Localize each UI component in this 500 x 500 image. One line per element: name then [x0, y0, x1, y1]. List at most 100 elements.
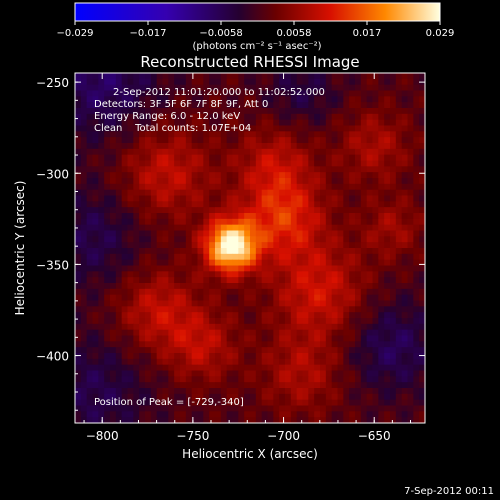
heatmap-cell: [150, 347, 158, 354]
heatmap-cell: [413, 131, 420, 138]
heatmap-cell: [244, 364, 251, 371]
heatmap-cell: [285, 154, 292, 161]
heatmap-cell: [384, 376, 391, 383]
heatmap-cell: [244, 230, 251, 237]
heatmap-cell: [220, 358, 228, 366]
heatmap-cell: [308, 183, 315, 191]
heatmap-cell: [395, 347, 403, 354]
heatmap-cell: [331, 189, 338, 196]
heatmap-cell: [261, 306, 268, 313]
heatmap-cell: [127, 405, 134, 412]
heatmap-cell: [92, 277, 99, 284]
heatmap-cell: [314, 376, 321, 383]
heatmap-cell: [238, 376, 245, 383]
heatmap-cell: [86, 108, 93, 115]
heatmap-cell: [290, 73, 298, 80]
heatmap-cell: [220, 207, 228, 214]
heatmap-cell: [238, 143, 245, 150]
heatmap-cell: [86, 183, 93, 191]
heatmap-cell: [325, 148, 333, 156]
heatmap-cell: [314, 312, 321, 319]
heatmap-cell: [115, 90, 123, 97]
heatmap-cell: [331, 230, 338, 237]
heatmap-cell: [261, 248, 268, 255]
heatmap-cell: [250, 207, 257, 214]
heatmap-cell: [110, 125, 117, 132]
heatmap-cell: [86, 393, 93, 401]
heatmap-cell: [355, 370, 362, 377]
heatmap-cell: [308, 160, 315, 167]
heatmap-cell: [413, 236, 420, 243]
heatmap-cell: [86, 294, 93, 301]
heatmap-cell: [133, 195, 140, 202]
heatmap-cell: [331, 242, 338, 249]
heatmap-cell: [133, 131, 140, 138]
heatmap-cell: [250, 283, 257, 290]
heatmap-cell: [390, 113, 397, 121]
heatmap-cell: [296, 119, 303, 126]
heatmap-cell: [127, 143, 134, 150]
heatmap-cell: [343, 172, 350, 179]
heatmap-cell: [290, 277, 298, 284]
heatmap-cell: [273, 183, 280, 191]
heatmap-cell: [302, 353, 309, 360]
heatmap-cell: [302, 178, 309, 185]
heatmap-cell: [156, 382, 163, 389]
heatmap-cell: [110, 160, 117, 167]
heatmap-cell: [156, 417, 163, 424]
heatmap-cell: [419, 154, 426, 161]
heatmap-cell: [413, 265, 420, 272]
heatmap-cell: [127, 300, 134, 307]
heatmap-cell: [331, 131, 338, 138]
heatmap-cell: [104, 148, 111, 156]
heatmap-cell: [127, 73, 134, 80]
heatmap-cell: [250, 178, 257, 185]
heatmap-cell: [255, 172, 263, 179]
heatmap-cell: [145, 102, 152, 109]
heatmap-cell: [343, 376, 350, 383]
heatmap-cell: [203, 78, 210, 86]
heatmap-cell: [139, 399, 146, 406]
heatmap-cell: [314, 183, 321, 191]
heatmap-cell: [314, 358, 321, 366]
heatmap-cell: [343, 207, 350, 214]
heatmap-cell: [395, 341, 403, 348]
heatmap-cell: [261, 154, 268, 161]
heatmap-cell: [320, 178, 327, 185]
heatmap-cell: [220, 154, 228, 161]
heatmap-cell: [355, 405, 362, 412]
heatmap-cell: [197, 399, 204, 406]
heatmap-cell: [325, 382, 333, 389]
heatmap-cell: [331, 84, 338, 91]
heatmap-cell: [314, 405, 321, 412]
heatmap-cell: [395, 393, 403, 401]
heatmap-cell: [162, 271, 169, 278]
heatmap-cell: [296, 271, 303, 278]
heatmap-cell: [168, 318, 175, 325]
heatmap-cell: [302, 96, 309, 103]
heatmap-cell: [255, 265, 263, 272]
heatmap-cell: [197, 102, 204, 109]
heatmap-cell: [279, 242, 286, 249]
heatmap-cell: [308, 318, 315, 325]
heatmap-cell: [121, 248, 128, 255]
heatmap-cell: [215, 253, 222, 261]
heatmap-cell: [104, 172, 111, 179]
heatmap-cell: [174, 201, 181, 208]
heatmap-cell: [244, 84, 251, 91]
heatmap-cell: [215, 178, 222, 185]
heatmap-cell: [255, 271, 263, 278]
heatmap-cell: [150, 364, 158, 371]
heatmap-cell: [343, 294, 350, 301]
heatmap-cell: [320, 143, 327, 150]
heatmap-cell: [366, 230, 373, 237]
heatmap-cell: [145, 119, 152, 126]
heatmap-cell: [115, 253, 123, 261]
heatmap-cell: [331, 323, 338, 331]
heatmap-cell: [133, 78, 140, 86]
heatmap-cell: [279, 300, 286, 307]
heatmap-cell: [145, 207, 152, 214]
heatmap-cell: [343, 189, 350, 196]
heatmap-cell: [156, 195, 163, 202]
heatmap-cell: [127, 213, 134, 220]
